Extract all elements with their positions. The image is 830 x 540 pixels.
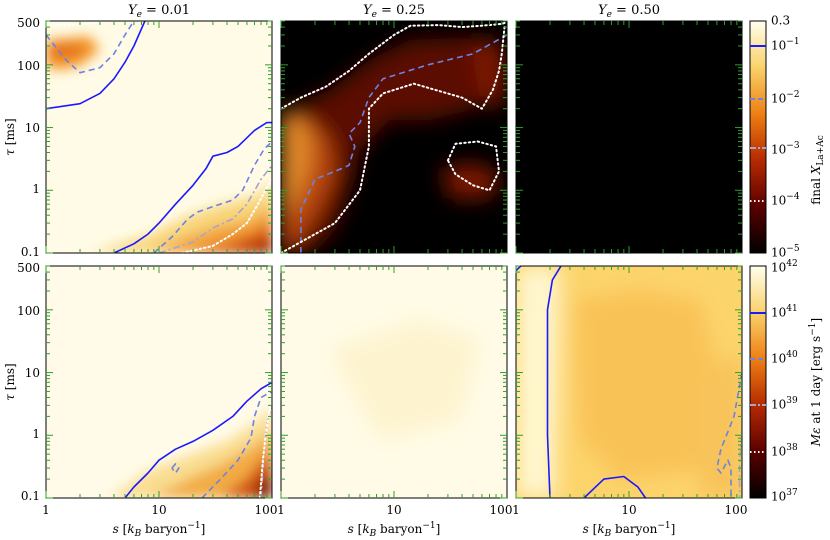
y-tick-labels-top: 500 100 10 1 0.1 xyxy=(17,16,40,259)
contour-dotted-1-2 xyxy=(281,26,506,253)
panel-bottom-right xyxy=(515,265,743,499)
heatmap-field xyxy=(281,266,507,498)
colorbar-bottom-label: Mε at 1 day [erg s−1] xyxy=(808,318,823,447)
contour-solid-3-0 xyxy=(124,381,272,498)
y-axis-label-bottom: τ [ms] xyxy=(3,363,17,400)
svg-text:10−1: 10−1 xyxy=(771,37,800,53)
heatmap-field xyxy=(516,21,742,253)
svg-text:1: 1 xyxy=(32,427,40,441)
svg-text:500: 500 xyxy=(17,16,40,30)
axis-ticks xyxy=(45,20,742,499)
svg-text:1: 1 xyxy=(42,503,50,517)
svg-text:10: 10 xyxy=(25,121,40,135)
svg-text:100: 100 xyxy=(725,503,748,517)
svg-text:0.1: 0.1 xyxy=(21,245,40,259)
svg-text:s [kB baryon−1]: s [kB baryon−1] xyxy=(583,521,676,539)
svg-text:1039: 1039 xyxy=(771,396,798,412)
contour-dashdot-0-4 xyxy=(158,164,272,253)
panel-top-right xyxy=(515,20,743,254)
svg-text:1037: 1037 xyxy=(771,488,798,504)
contour-layer xyxy=(46,21,272,253)
contour-dashdot-3-3 xyxy=(260,405,272,498)
svg-text:10: 10 xyxy=(621,503,636,517)
svg-text:10: 10 xyxy=(25,366,40,380)
contour-layer xyxy=(281,21,507,253)
svg-text:100: 100 xyxy=(17,304,40,318)
svg-text:100: 100 xyxy=(490,503,513,517)
title-ye-050: Ye = 0.50 xyxy=(598,3,660,20)
y-tick-labels-bottom: 500 100 10 1 0.1 xyxy=(17,261,40,503)
y-axis-label-top: τ [ms] xyxy=(3,118,17,155)
colorbar-top: 0.3 10−1 10−2 10−3 10−4 10−5 final XLa+A… xyxy=(749,14,826,260)
svg-text:1042: 1042 xyxy=(771,259,798,275)
svg-text:1041: 1041 xyxy=(771,304,798,320)
svg-text:s [kB baryon−1]: s [kB baryon−1] xyxy=(348,521,441,539)
contour-dashed-5-3 xyxy=(716,372,742,498)
contour-dotted-0-5 xyxy=(181,178,272,253)
svg-text:1040: 1040 xyxy=(771,350,798,366)
svg-text:10−3: 10−3 xyxy=(771,141,800,157)
panel-top-middle xyxy=(280,20,508,254)
x-axis-labels: s [kB baryon−1] s [kB baryon−1] s [kB ba… xyxy=(113,521,676,539)
contour-dotted-1-1 xyxy=(281,21,507,110)
svg-text:100: 100 xyxy=(255,503,278,517)
heatmap-field xyxy=(46,21,272,253)
panel-bottom-left xyxy=(45,265,273,499)
panel-bottom-middle xyxy=(280,265,508,499)
svg-text:10−2: 10−2 xyxy=(771,90,800,106)
svg-text:10: 10 xyxy=(151,503,166,517)
svg-text:0.3: 0.3 xyxy=(771,14,790,28)
contour-dashed-0-2 xyxy=(46,21,135,74)
svg-text:s [kB baryon−1]: s [kB baryon−1] xyxy=(113,521,206,539)
panel-top-left xyxy=(45,20,273,254)
svg-text:10−4: 10−4 xyxy=(771,192,800,208)
svg-text:0.1: 0.1 xyxy=(21,489,40,503)
x-tick-labels: 1 10 100 1 10 100 1 10 100 xyxy=(42,503,747,517)
svg-text:1: 1 xyxy=(512,503,520,517)
contour-solid-0-0 xyxy=(46,21,146,110)
title-ye-001: Ye = 0.01 xyxy=(128,3,190,20)
contour-solid-5-0 xyxy=(546,266,562,498)
svg-text:1: 1 xyxy=(32,182,40,196)
contour-dashed-1-0 xyxy=(300,34,507,253)
heatmap-field xyxy=(281,21,507,253)
contour-dotted-0-6 xyxy=(46,21,109,27)
heatmap-field xyxy=(46,266,272,498)
contour-solid-5-2 xyxy=(583,475,647,498)
heatmap-field xyxy=(516,266,742,498)
contour-solid-0-1 xyxy=(113,121,272,253)
svg-text:500: 500 xyxy=(17,261,40,275)
svg-text:1038: 1038 xyxy=(771,443,798,459)
title-ye-025: Ye = 0.25 xyxy=(363,3,425,20)
column-titles: Ye = 0.01 Ye = 0.25 Ye = 0.50 xyxy=(128,3,660,20)
svg-text:10−5: 10−5 xyxy=(771,244,800,260)
svg-text:100: 100 xyxy=(17,59,40,73)
svg-text:1: 1 xyxy=(277,503,285,517)
colorbar-top-label: final XLa+Ac xyxy=(809,135,826,205)
contour-solid-5-1 xyxy=(516,266,522,272)
colorbar-bottom: 1042 1041 1040 1039 1038 1037 Mε at 1 da… xyxy=(749,259,823,504)
contour-dotted-1-3 xyxy=(446,140,500,192)
contour-dashed-3-2 xyxy=(171,463,180,474)
svg-text:10: 10 xyxy=(386,503,401,517)
